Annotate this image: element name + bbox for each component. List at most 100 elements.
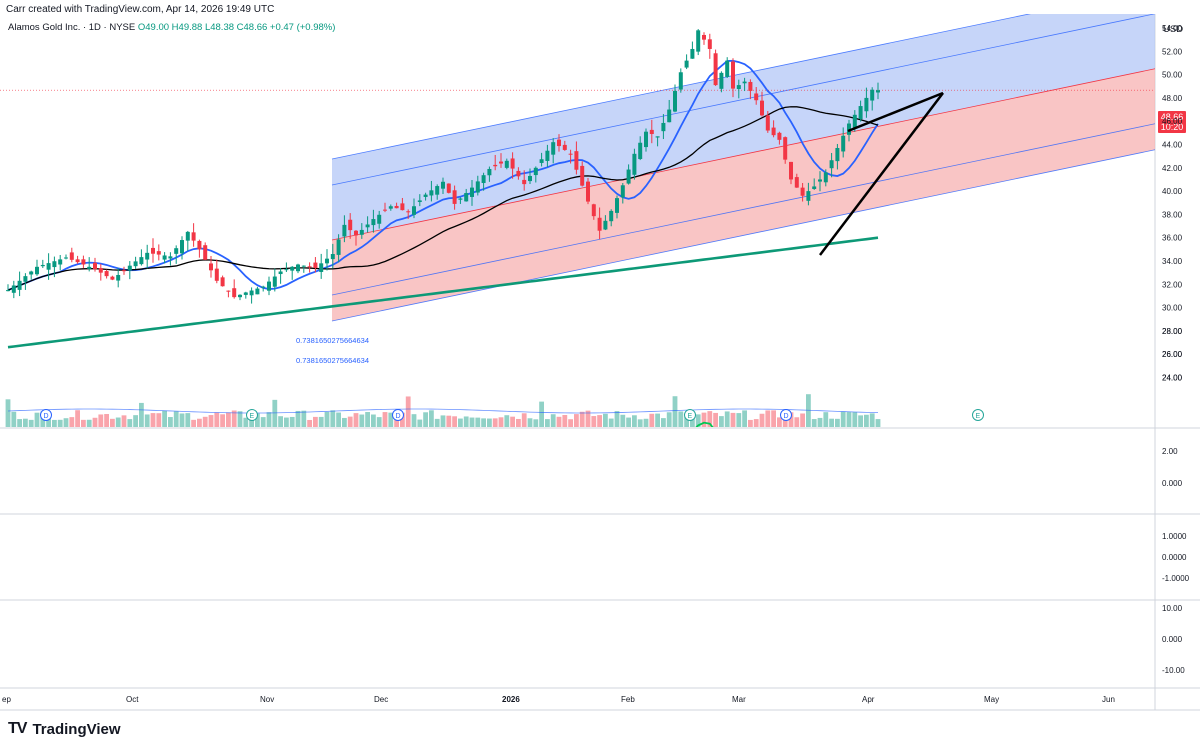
histogram-bar xyxy=(772,483,776,507)
volume-bar xyxy=(173,411,179,427)
tradingview-logo[interactable]: TV TradingView xyxy=(8,720,121,738)
histogram-bar xyxy=(702,605,706,639)
histogram-bar xyxy=(360,628,364,639)
histogram-bar xyxy=(493,633,497,639)
candle-body xyxy=(702,34,706,40)
oscillator-2-blue xyxy=(8,530,878,581)
candle-body xyxy=(122,270,126,272)
volume-bar xyxy=(191,419,196,427)
histogram-bar xyxy=(812,639,816,667)
histogram-bar xyxy=(302,469,306,483)
histogram-bar xyxy=(789,483,793,510)
candle-body xyxy=(116,274,121,281)
symbol-name[interactable]: Alamos Gold Inc. · 1D · NYSE xyxy=(8,22,136,33)
histogram-bar xyxy=(325,633,329,639)
candle-body xyxy=(203,245,208,260)
volume-bar xyxy=(417,419,423,427)
histogram-bar xyxy=(348,476,352,483)
earnings-marker: E xyxy=(246,409,258,421)
y-tick-label: 26.00 xyxy=(1162,350,1183,359)
y-tick-label: 10.00 xyxy=(1162,604,1183,613)
candle-body xyxy=(777,132,782,140)
volume-bar xyxy=(376,417,382,427)
candle-body xyxy=(307,266,312,268)
histogram-bar xyxy=(93,637,97,639)
histogram-bar xyxy=(366,477,370,483)
histogram-bar xyxy=(545,483,549,487)
candle-body xyxy=(58,259,63,265)
histogram-bar xyxy=(447,483,451,484)
histogram-bar xyxy=(453,631,457,639)
candle-body xyxy=(522,179,527,185)
candle-body xyxy=(168,256,173,259)
histogram-bar xyxy=(209,635,213,639)
histogram-bar xyxy=(511,477,515,483)
volume-bar xyxy=(452,416,457,427)
histogram-bar xyxy=(93,483,97,485)
candle-body xyxy=(40,264,45,267)
candle-body xyxy=(841,135,846,152)
volume-bar xyxy=(52,419,57,427)
candle-body xyxy=(435,186,440,195)
volume-bar xyxy=(434,418,440,427)
histogram-bar xyxy=(441,483,445,484)
volume-bar xyxy=(342,417,347,427)
volume-bar xyxy=(400,412,405,427)
histogram-bar xyxy=(180,634,184,639)
currency-label[interactable]: USD xyxy=(1163,24,1184,35)
candle-body xyxy=(191,232,196,241)
histogram-bar xyxy=(830,639,834,658)
histogram-bar xyxy=(673,620,677,639)
candle-body xyxy=(835,147,840,162)
volume-bar xyxy=(516,418,521,427)
histogram-bar xyxy=(540,636,544,639)
histogram-bar xyxy=(847,639,851,643)
volume-bar xyxy=(260,417,266,427)
candle-body xyxy=(139,257,144,265)
candle-body xyxy=(603,220,608,230)
histogram-bar xyxy=(226,639,230,645)
histogram-bar xyxy=(429,483,433,487)
histogram-bar xyxy=(743,634,747,639)
histogram-bar xyxy=(186,633,190,639)
histogram-bar xyxy=(656,628,660,640)
histogram-bar xyxy=(476,635,480,639)
histogram-bar xyxy=(186,479,190,483)
candle-body xyxy=(597,217,602,231)
volume-bar xyxy=(284,417,289,427)
main-pane[interactable]: 0.7381650275664634 0.7381650275664634 D E D E… xyxy=(0,0,1155,667)
histogram-bar xyxy=(308,470,312,483)
oscillator-3-histogram xyxy=(41,605,880,666)
candle-body xyxy=(510,158,515,169)
candle-body xyxy=(655,136,660,138)
histogram-bar xyxy=(522,633,526,639)
histogram-bar xyxy=(580,635,584,639)
candle-body xyxy=(794,177,799,188)
histogram-bar xyxy=(702,463,706,483)
volume-bar xyxy=(701,412,707,427)
y-tick-label: 36.00 xyxy=(1162,234,1183,243)
candle-body xyxy=(649,129,654,135)
histogram-bar xyxy=(534,483,538,490)
volume-bar xyxy=(266,412,272,427)
volume-bar xyxy=(817,417,823,427)
histogram-bar xyxy=(644,634,648,639)
histogram-bar xyxy=(151,637,155,639)
histogram-bar xyxy=(371,627,375,639)
candle-body xyxy=(17,280,22,290)
volume-bar xyxy=(353,413,359,427)
histogram-bar xyxy=(296,469,300,483)
candle-body xyxy=(528,175,532,182)
histogram-bar xyxy=(632,467,636,483)
volume-bar xyxy=(724,411,730,427)
candle-body xyxy=(412,206,416,215)
volume-bar xyxy=(411,414,417,427)
histogram-bar xyxy=(609,639,613,654)
volume-bar xyxy=(28,419,34,427)
volume-bar xyxy=(255,413,260,427)
earnings-marker: E xyxy=(684,409,696,421)
histogram-bar xyxy=(661,457,665,483)
volume-bar xyxy=(521,413,527,427)
histogram-bar xyxy=(777,483,781,508)
